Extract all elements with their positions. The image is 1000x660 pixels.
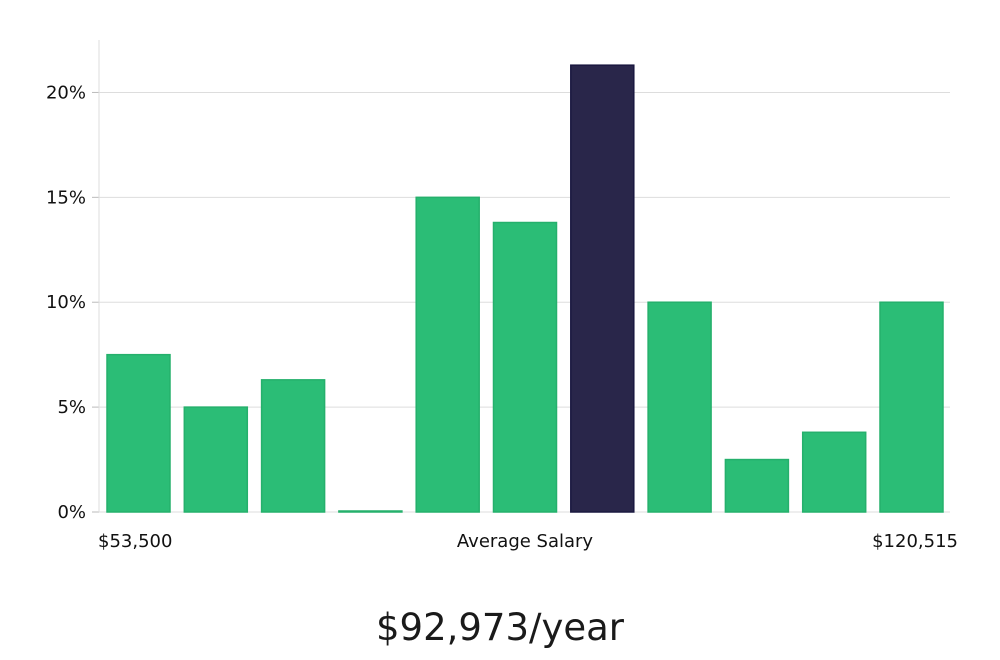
bar [183,406,249,513]
bar [801,431,867,513]
bar [724,458,790,513]
x-axis-max-label: $120,515 [872,531,958,552]
bar [879,301,944,513]
bar-highlighted [570,64,635,513]
salary-histogram-chart: 0% 5% 10% 15% 20% $53,500 Average Salary $12… [46,40,958,552]
y-tick-label: 20% [46,82,86,103]
bar [260,379,326,513]
bar [338,510,403,513]
y-axis-ticks: 0% 5% 10% 15% 20% [46,82,99,523]
y-tick-label: 5% [57,397,86,418]
y-tick-label: 10% [46,292,86,313]
bar [647,301,712,513]
bar [415,196,480,513]
x-axis-center-label: Average Salary [457,531,594,552]
bar [492,221,558,513]
bar [106,353,171,513]
y-tick-label: 15% [46,187,86,208]
y-tick-label: 0% [57,502,86,523]
bars [106,64,944,513]
average-salary-value: $92,973/year [375,606,624,649]
x-axis-min-label: $53,500 [98,531,172,552]
